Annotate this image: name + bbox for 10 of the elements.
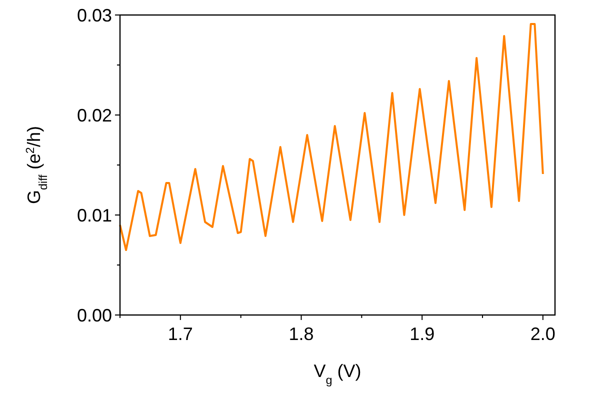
y-tick-label: 0.01 <box>76 205 112 226</box>
y-tick-label: 0.00 <box>76 305 112 326</box>
x-tick-label: 2.0 <box>530 324 556 344</box>
x-tick-label: 1.8 <box>288 324 314 344</box>
x-tick-label: 1.9 <box>410 324 435 344</box>
y-tick-label: 0.03 <box>76 5 112 26</box>
line-series <box>119 23 544 251</box>
x-tick-label: 1.7 <box>168 324 193 344</box>
x-axis-title: V$_{g}$ (V) <box>314 361 362 386</box>
y-tick-label: 0.02 <box>76 105 112 126</box>
